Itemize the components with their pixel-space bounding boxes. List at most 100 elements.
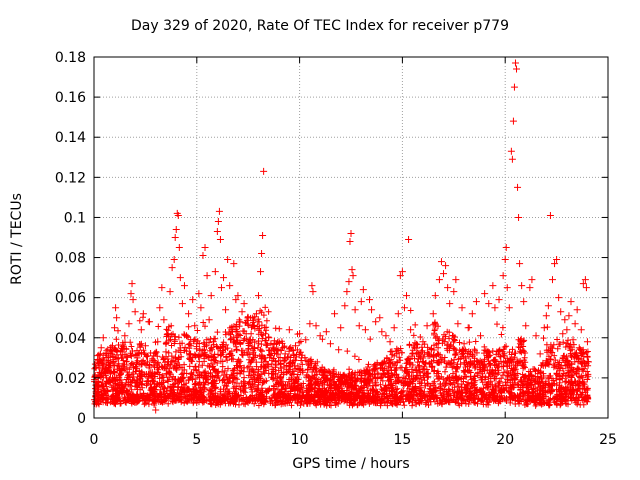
data-point bbox=[542, 312, 550, 320]
data-point bbox=[581, 276, 589, 284]
data-point bbox=[573, 306, 581, 314]
data-point bbox=[189, 296, 197, 304]
data-point bbox=[450, 288, 458, 296]
data-point bbox=[583, 338, 591, 346]
data-point bbox=[125, 320, 133, 328]
data-point bbox=[481, 290, 489, 298]
data-point bbox=[505, 304, 513, 312]
data-point bbox=[96, 358, 104, 366]
y-tick-label: 0.06 bbox=[55, 291, 86, 307]
data-point bbox=[302, 336, 310, 344]
data-point bbox=[507, 147, 515, 155]
data-point bbox=[170, 256, 178, 264]
data-point bbox=[565, 312, 573, 320]
data-point bbox=[232, 296, 240, 304]
data-point bbox=[546, 211, 554, 219]
data-point bbox=[458, 304, 466, 312]
data-point bbox=[216, 236, 224, 244]
data-point bbox=[217, 284, 225, 292]
data-point bbox=[499, 272, 507, 280]
data-point bbox=[378, 328, 386, 336]
data-point bbox=[128, 280, 136, 288]
data-point bbox=[567, 298, 575, 306]
plot-frame bbox=[93, 56, 609, 419]
data-point bbox=[464, 324, 472, 332]
y-axis-label: ROTI / TECUs bbox=[9, 193, 25, 285]
data-point bbox=[326, 340, 334, 348]
data-point bbox=[308, 282, 316, 290]
data-point bbox=[405, 236, 413, 244]
data-point bbox=[257, 268, 265, 276]
data-point bbox=[551, 260, 559, 268]
data-point bbox=[296, 330, 304, 338]
data-point bbox=[477, 332, 485, 340]
data-point bbox=[508, 155, 516, 163]
data-point bbox=[261, 324, 269, 332]
data-point bbox=[398, 268, 406, 276]
data-point bbox=[331, 310, 339, 318]
data-point bbox=[495, 296, 503, 304]
x-tick-label: 0 bbox=[90, 432, 99, 448]
data-point bbox=[164, 330, 172, 338]
data-point bbox=[355, 322, 363, 330]
data-point bbox=[111, 324, 119, 332]
data-point bbox=[468, 310, 476, 318]
data-point bbox=[509, 117, 517, 125]
data-point bbox=[104, 352, 112, 360]
data-point bbox=[400, 304, 408, 312]
data-point bbox=[347, 229, 355, 237]
data-point bbox=[141, 342, 149, 350]
data-point bbox=[569, 336, 577, 344]
data-point bbox=[150, 352, 158, 360]
y-axis-ticks: 0 0.02 0.04 0.06 0.08 0.1 0.12 0.14 0.16 0.18 bbox=[55, 50, 608, 427]
data-point bbox=[209, 338, 217, 346]
data-point bbox=[575, 344, 583, 352]
data-point bbox=[112, 304, 120, 312]
data-point bbox=[351, 306, 359, 314]
data-point bbox=[532, 332, 540, 340]
data-point bbox=[520, 298, 528, 306]
data-point bbox=[557, 308, 565, 316]
data-point bbox=[127, 290, 135, 298]
data-point bbox=[183, 332, 191, 340]
data-point bbox=[309, 288, 317, 296]
data-point bbox=[553, 256, 561, 264]
data-point bbox=[485, 300, 493, 308]
data-point bbox=[265, 334, 273, 342]
data-point bbox=[337, 324, 345, 332]
data-point bbox=[236, 318, 244, 326]
data-point bbox=[316, 332, 324, 340]
data-point bbox=[411, 344, 419, 352]
data-point bbox=[113, 314, 121, 322]
data-point bbox=[312, 322, 320, 330]
data-point bbox=[195, 290, 203, 298]
data-point bbox=[213, 227, 221, 235]
data-point bbox=[285, 326, 293, 334]
data-point bbox=[501, 256, 509, 264]
data-point bbox=[215, 207, 223, 215]
data-point bbox=[540, 324, 548, 332]
data-point bbox=[246, 336, 254, 344]
data-point bbox=[528, 276, 536, 284]
y-tick-label: 0.16 bbox=[55, 90, 86, 106]
data-point bbox=[166, 288, 174, 296]
data-point bbox=[193, 340, 201, 348]
data-point bbox=[582, 284, 590, 292]
data-point bbox=[199, 252, 207, 260]
data-points bbox=[92, 59, 592, 414]
data-point bbox=[260, 167, 268, 175]
data-point bbox=[242, 330, 250, 338]
data-point bbox=[345, 278, 353, 286]
data-point bbox=[139, 310, 147, 318]
data-point bbox=[123, 364, 131, 372]
data-point bbox=[427, 346, 435, 354]
data-point bbox=[109, 342, 117, 350]
y-tick-label: 0.12 bbox=[55, 170, 86, 186]
data-point bbox=[156, 304, 164, 312]
data-point bbox=[222, 306, 230, 314]
data-point bbox=[382, 332, 390, 340]
data-point bbox=[511, 59, 519, 67]
data-point bbox=[259, 231, 267, 239]
data-point bbox=[248, 322, 256, 330]
data-point bbox=[117, 376, 125, 384]
